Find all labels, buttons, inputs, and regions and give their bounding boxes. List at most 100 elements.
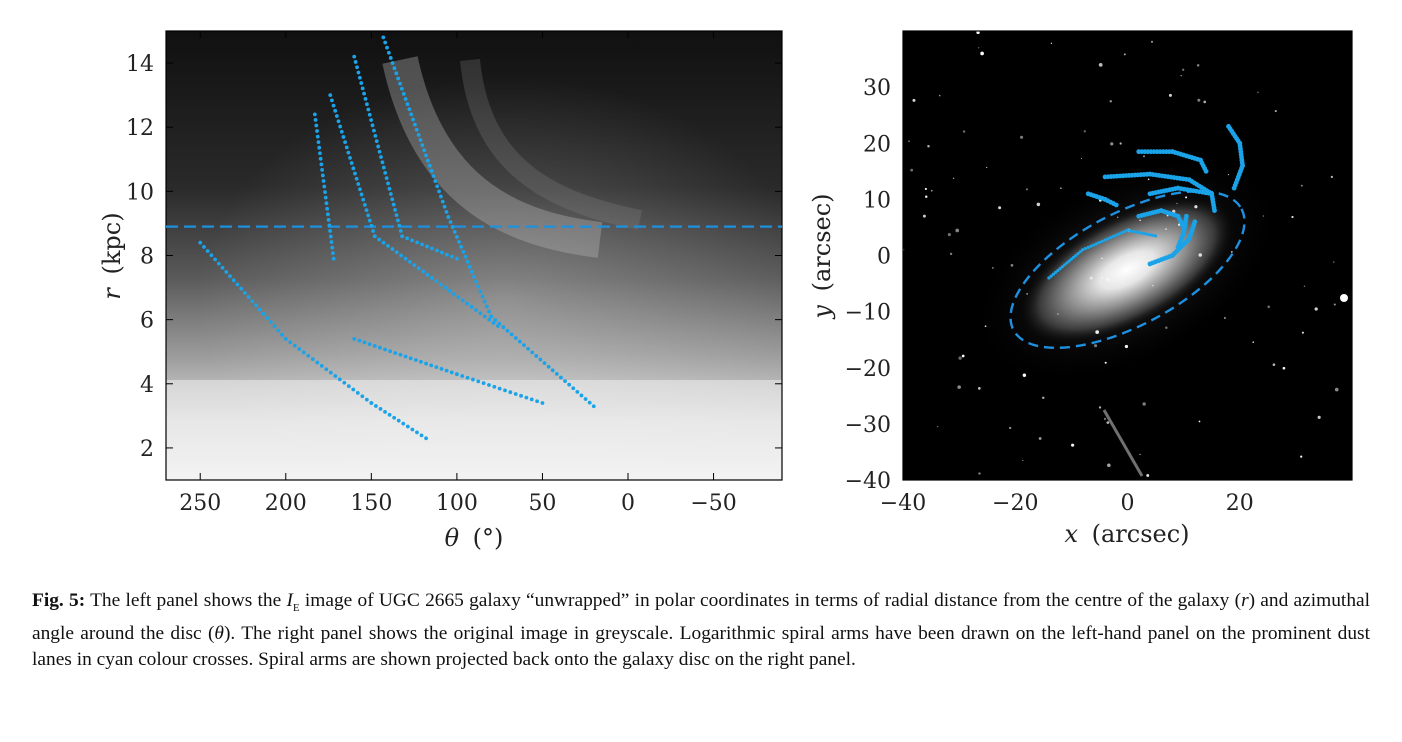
arm-point [352, 54, 357, 59]
star [1036, 202, 1041, 207]
star [1008, 426, 1012, 430]
arm-point [465, 375, 470, 380]
arm-point [325, 206, 330, 211]
arm-point [401, 91, 406, 96]
arm-point [352, 336, 357, 341]
left-ytick-label: 8 [140, 245, 154, 270]
arm-point [591, 404, 596, 409]
star [1303, 285, 1306, 287]
arm-point [319, 162, 324, 167]
right-arm-4 [1226, 124, 1245, 191]
arm-point [1142, 232, 1146, 236]
star [1107, 463, 1111, 467]
arm-point [369, 118, 374, 122]
right-xtick-label: −40 [880, 491, 926, 516]
arm-point [394, 250, 399, 255]
arm-point [366, 107, 371, 112]
arm-point [342, 380, 347, 385]
arm-point [323, 195, 328, 200]
star [1252, 341, 1255, 344]
left-xtick-label: −50 [690, 491, 736, 516]
star [912, 98, 916, 102]
arm-point [449, 370, 454, 375]
arm-point [351, 166, 356, 171]
arm-point [425, 272, 430, 277]
arm-point [373, 404, 378, 408]
star [1101, 277, 1103, 279]
arm-point [1100, 239, 1104, 243]
left-arm-6 [352, 336, 545, 405]
star [1109, 100, 1112, 103]
arm-point [411, 117, 415, 122]
arm-point [357, 338, 362, 343]
left-arm-5 [198, 240, 428, 441]
arm-point [355, 65, 359, 70]
star [1301, 331, 1304, 334]
star [1106, 277, 1110, 282]
right-arm-7 [1047, 228, 1158, 280]
left-ytick-label: 2 [140, 437, 154, 462]
star [1291, 215, 1294, 219]
arm-point [323, 190, 327, 194]
left-arm-1 [312, 112, 336, 261]
star [1333, 261, 1335, 263]
star [1334, 387, 1339, 392]
right-arm-8 [1147, 219, 1198, 267]
star [1176, 202, 1178, 205]
arm-point [482, 314, 487, 319]
arm-point [427, 163, 432, 168]
arm-point [1086, 245, 1090, 250]
star [1230, 251, 1233, 253]
right-ytick-label: 0 [877, 245, 891, 270]
arm-point [447, 288, 452, 293]
arm-point [388, 56, 393, 60]
arm-point [469, 269, 474, 274]
arm-point [336, 119, 341, 124]
arm-point [1131, 229, 1135, 233]
arm-point [538, 357, 543, 362]
left-spiral-arms [198, 35, 596, 441]
arm-point [392, 66, 397, 71]
arm-point [198, 240, 203, 245]
star [957, 385, 961, 389]
arm-point [409, 112, 414, 117]
arm-point [366, 213, 371, 218]
star [961, 354, 965, 358]
right-arm-1 [1085, 191, 1119, 208]
left-xtick-label: 150 [350, 491, 392, 516]
star [962, 130, 966, 133]
arm-point [416, 133, 421, 137]
arm-point [356, 70, 361, 75]
left-ytick-label: 14 [126, 52, 154, 77]
arm-point [322, 184, 327, 189]
arm-point [306, 353, 311, 358]
arm-point [329, 240, 334, 244]
arm-point [377, 149, 382, 154]
arm-point [503, 388, 507, 393]
arm-point [398, 81, 402, 86]
arm-point [1054, 270, 1058, 274]
arm-point [374, 139, 379, 144]
arm-point [254, 303, 258, 308]
arm-point [1069, 257, 1073, 261]
arm-point [414, 127, 419, 132]
arm-point [321, 179, 326, 183]
arm-point [1137, 230, 1141, 235]
arm-point [361, 197, 366, 202]
arm-point [365, 102, 369, 107]
arm-point [487, 317, 492, 322]
arm-point [1109, 236, 1113, 240]
right-ytick-label: 30 [863, 76, 891, 101]
star [1119, 142, 1122, 145]
arm-point [1083, 247, 1088, 251]
arm-point [469, 304, 474, 309]
right-spiral-arms [1047, 124, 1245, 280]
arm-point [480, 294, 485, 299]
arm-point [501, 325, 506, 330]
arm-point [331, 103, 336, 108]
arm-point [1123, 229, 1127, 234]
arm-point [343, 140, 347, 145]
arm-point [456, 295, 461, 300]
arm-point [364, 208, 369, 213]
arm-point [205, 249, 210, 253]
